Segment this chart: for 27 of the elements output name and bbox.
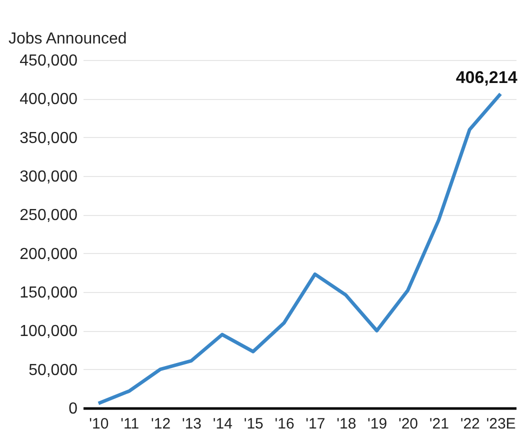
- y-tick-label: 50,000: [28, 362, 78, 379]
- x-tick-label: '12: [151, 416, 171, 432]
- x-tick-label: '11: [120, 416, 140, 432]
- y-tick-label: 200,000: [20, 246, 78, 263]
- x-tick-label: '10: [89, 416, 109, 432]
- data-label: 406,214: [456, 68, 518, 87]
- x-tick-label: '16: [274, 416, 294, 432]
- x-tick-label: '23E: [486, 416, 516, 432]
- y-tick-label: 250,000: [20, 207, 78, 224]
- x-tick-label: '19: [368, 416, 388, 432]
- y-tick-label: 100,000: [20, 323, 78, 340]
- x-tick-label: '17: [306, 416, 326, 432]
- y-tick-label: 400,000: [20, 91, 78, 108]
- x-tick-label: '20: [398, 416, 418, 432]
- x-tick-label: '22: [460, 416, 480, 432]
- x-tick-label: '18: [336, 416, 356, 432]
- y-tick-label: 0: [68, 400, 78, 418]
- x-tick-label: '13: [182, 416, 202, 432]
- line-series: [96, 92, 502, 406]
- y-axis-title: Jobs Announced: [8, 30, 127, 48]
- y-tick-label: 350,000: [20, 130, 78, 147]
- y-tick-label: 150,000: [20, 284, 78, 302]
- x-tick-label: '15: [244, 416, 264, 432]
- y-tick-label: 450,000: [20, 52, 78, 70]
- y-tick-label: 300,000: [20, 168, 78, 186]
- x-tick-label: '21: [429, 416, 449, 432]
- x-tick-label: '14: [212, 416, 232, 432]
